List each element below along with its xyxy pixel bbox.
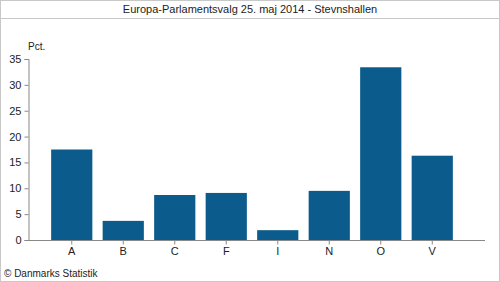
frame	[1, 1, 500, 282]
y-tick: 15	[9, 156, 28, 168]
bars	[51, 67, 453, 240]
x-tick: A	[68, 241, 76, 258]
bar	[257, 230, 298, 240]
y-axis: 0 5 10 15 20 25 30 35	[9, 53, 29, 246]
x-tick-label: N	[325, 245, 333, 257]
y-tick: 0	[15, 234, 28, 246]
x-tick: I	[276, 241, 279, 258]
y-tick-mark	[25, 162, 29, 163]
y-tick-label: 10	[9, 182, 21, 194]
x-tick-label: B	[120, 245, 127, 257]
y-tick-label: 30	[9, 79, 21, 91]
source: © Danmarks Statistik	[4, 268, 99, 279]
y-tick-mark	[25, 59, 29, 60]
x-tick: N	[325, 241, 333, 258]
y-tick-label: 15	[9, 156, 21, 168]
title: Europa-Parlamentsvalg 25. maj 2014 - Ste…	[123, 3, 377, 15]
y-tick-mark	[25, 137, 29, 138]
x-tick-mark	[432, 241, 433, 245]
x-tick-mark	[226, 241, 227, 245]
y-tick-mark	[25, 214, 29, 215]
y-tick-label: 5	[15, 208, 21, 220]
y-tick-mark	[25, 111, 29, 112]
bar	[412, 156, 453, 240]
y-tick-label: 0	[15, 234, 21, 246]
y-tick: 10	[9, 182, 28, 194]
x-tick-mark	[277, 241, 278, 245]
bar	[51, 150, 92, 241]
x-tick-label: A	[68, 245, 76, 257]
bar	[103, 221, 144, 240]
y-axis-title: Pct.	[28, 41, 45, 52]
x-tick-mark	[123, 241, 124, 245]
x-tick-mark	[380, 241, 381, 245]
x-tick: C	[171, 241, 179, 258]
x-tick: V	[429, 241, 437, 258]
y-tick: 25	[9, 105, 28, 117]
x-tick-label: V	[429, 245, 437, 257]
x-tick: F	[223, 241, 230, 258]
x-tick: O	[376, 241, 385, 258]
y-tick-label: 35	[9, 53, 21, 65]
x-axis: ABCFINOV	[28, 241, 485, 258]
x-tick-label: I	[276, 245, 279, 257]
y-tick: 5	[15, 208, 28, 220]
y-tick-mark	[25, 240, 29, 241]
bar	[309, 191, 350, 240]
header-line	[0, 18, 500, 19]
y-tick: 30	[9, 79, 28, 91]
bar	[360, 67, 401, 240]
bar	[154, 195, 195, 240]
y-tick: 20	[9, 131, 28, 143]
y-tick-mark	[25, 85, 29, 86]
y-axis-line	[25, 60, 30, 241]
bar	[206, 193, 247, 240]
y-tick-mark	[25, 188, 29, 189]
x-tick-mark	[329, 241, 330, 245]
y-tick: 35	[9, 53, 28, 65]
y-tick-label: 20	[9, 131, 21, 143]
y-tick-label: 25	[9, 105, 21, 117]
x-tick-label: F	[223, 245, 230, 257]
x-tick-mark	[71, 241, 72, 245]
x-tick-label: C	[171, 245, 179, 257]
x-axis-line	[28, 240, 485, 241]
chart: Europa-Parlamentsvalg 25. maj 2014 - Ste…	[0, 0, 500, 282]
x-tick: B	[120, 241, 127, 258]
x-tick-mark	[174, 241, 175, 245]
x-tick-label: O	[376, 245, 385, 257]
